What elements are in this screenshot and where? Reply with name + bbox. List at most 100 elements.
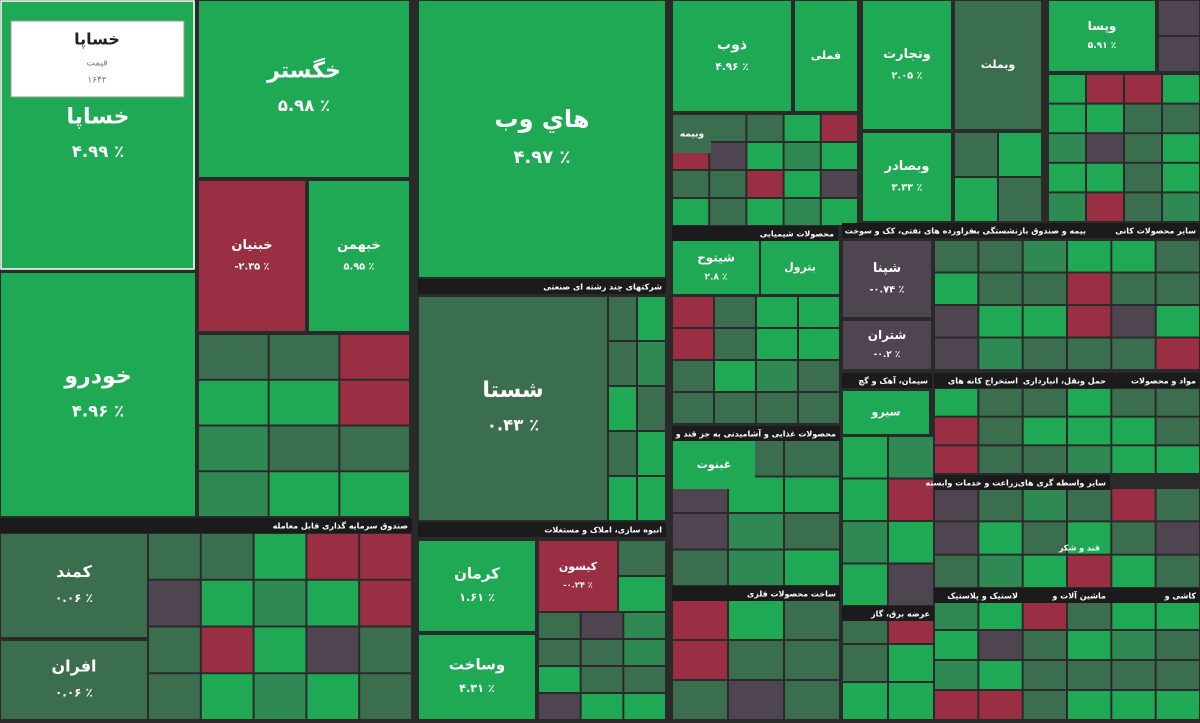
small-tile [1068,306,1111,337]
small-tile [673,361,713,391]
small-tile [1068,601,1111,629]
small-tile [1087,104,1123,133]
small-tile [307,674,359,719]
sector-label: ساخت محصولات فلزی [747,590,836,599]
tile [843,241,931,317]
small-tile [1112,417,1155,445]
small-tile [609,432,636,475]
sector-label: ماشین آلات و [1051,591,1106,601]
small-tile [673,514,727,549]
sector-header [0,518,412,533]
tile [539,541,617,611]
small-tile [673,550,727,585]
small-tile [1156,489,1199,521]
small-tile [199,335,268,379]
small-tile [1163,134,1199,162]
small-tile [673,641,727,679]
small-tile [1023,631,1066,659]
small-tile [1125,75,1161,103]
small-tile [1125,163,1161,192]
small-tile [747,199,783,225]
small-tile [1112,489,1155,521]
small-tile [889,683,933,719]
sector-label: مواد و محصولات [1131,377,1196,386]
small-tile [581,694,623,719]
small-tile [1023,417,1066,445]
sector-header [842,223,978,238]
small-tile [889,479,933,520]
small-tile [1068,241,1111,272]
small-tile [979,661,1022,689]
small-tile [638,432,665,475]
small-tile [581,613,623,638]
small-tile [1156,273,1199,304]
sector-label: حمل ونقل، انبارداری [1023,377,1106,386]
small-tile [609,342,636,385]
small-tile [747,143,783,169]
small-tile [799,329,839,359]
small-tile [619,577,665,611]
tile [955,1,1041,129]
tile [1,534,147,637]
small-tile [673,681,727,719]
small-tile [269,472,339,516]
small-tile [1159,37,1199,71]
small-tile [784,199,820,225]
small-tile [799,361,839,391]
small-tile [609,297,636,340]
sector-header [1022,588,1110,603]
small-tile [785,441,839,476]
small-tile [1068,661,1111,689]
small-tile [1023,446,1066,473]
tile [1,641,147,719]
small-tile [539,667,580,692]
small-tile [269,380,339,425]
small-tile [1156,446,1199,473]
small-tile [673,171,709,197]
tile-name: شتران [868,328,907,342]
small-tile [254,580,306,626]
small-tile [935,555,978,587]
tile [673,115,711,153]
sector-header [672,426,840,441]
tile-change: ۱.۶۱ ٪ [459,591,495,604]
small-tile [843,522,887,563]
small-tile [1023,306,1066,337]
sector-label: سیمان، آهک و گچ [858,376,928,386]
small-tile [149,674,200,719]
tile [1049,1,1155,71]
small-tile [935,306,978,337]
small-tile [935,631,978,659]
small-tile [638,477,665,520]
small-tile [1023,661,1066,689]
small-tile [624,640,665,665]
small-tile [843,683,887,719]
tile [863,1,951,129]
tile-name: خبنیان [231,238,272,253]
small-tile [1156,522,1199,554]
tile-change: ۰.۰۶ ٪ [55,591,93,605]
small-tile [757,393,797,423]
small-tile [638,387,665,430]
tile-change: ۵.۹۱ ٪ [1088,41,1117,51]
tile-name: کمند [56,562,93,581]
small-tile [979,631,1022,659]
tile [863,133,951,221]
small-tile [673,329,713,359]
small-tile [1112,661,1155,689]
small-tile [729,681,783,719]
small-tile [199,472,268,516]
sector-label: عرضه برق، گاز [870,609,930,619]
small-tile [935,489,978,521]
small-tile [935,417,978,445]
small-tile [785,550,839,585]
tile-name: وتجارت [883,47,931,62]
small-tile [1112,338,1155,369]
sector-label: سایر محصولات کانی [1115,227,1196,236]
small-tile [979,446,1022,473]
sector-label: انبوه سازی، املاک و مستغلات [544,526,662,535]
small-tile [673,199,709,225]
sector-header [934,475,1022,490]
small-tile [1112,389,1155,416]
small-tile [979,306,1022,337]
